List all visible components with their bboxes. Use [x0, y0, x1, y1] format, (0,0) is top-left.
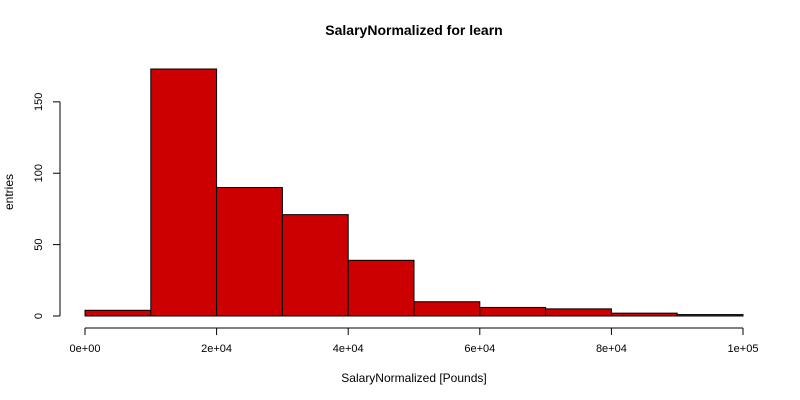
- histogram-bar-2: [216, 187, 283, 317]
- chart-title: SalaryNormalized for learn: [325, 22, 502, 38]
- y-axis-label: entries: [2, 174, 16, 210]
- x-tick-label-1: 2e+04: [201, 343, 232, 355]
- y-tick-label-1: 50: [33, 238, 45, 250]
- histogram-bar-9: [676, 314, 744, 317]
- histogram-bar-7: [545, 308, 612, 317]
- histogram-bar-3: [281, 214, 349, 317]
- y-axis: 0 50 100 150: [33, 93, 61, 319]
- x-tick-label-5: 1e+05: [728, 343, 759, 355]
- x-axis: 0e+00 2e+04 4e+04 6e+04 8e+04 1e+05: [70, 327, 759, 355]
- x-axis-label: SalaryNormalized [Pounds]: [341, 371, 486, 385]
- y-tick-label-3: 150: [33, 93, 45, 111]
- histogram-bars: [84, 68, 744, 317]
- histogram-bar-4: [347, 259, 415, 317]
- y-tick-label-2: 100: [33, 164, 45, 182]
- histogram-bar-8: [610, 312, 678, 317]
- x-tick-label-3: 6e+04: [464, 343, 495, 355]
- x-tick-label-0: 0e+00: [70, 343, 101, 355]
- histogram-bar-0: [84, 309, 152, 317]
- histogram-bar-1: [150, 68, 218, 317]
- x-tick-label-4: 8e+04: [596, 343, 627, 355]
- histogram-bar-6: [479, 306, 547, 317]
- y-tick-label-0: 0: [33, 313, 45, 319]
- histogram-bar-5: [413, 301, 481, 317]
- x-tick-label-2: 4e+04: [333, 343, 364, 355]
